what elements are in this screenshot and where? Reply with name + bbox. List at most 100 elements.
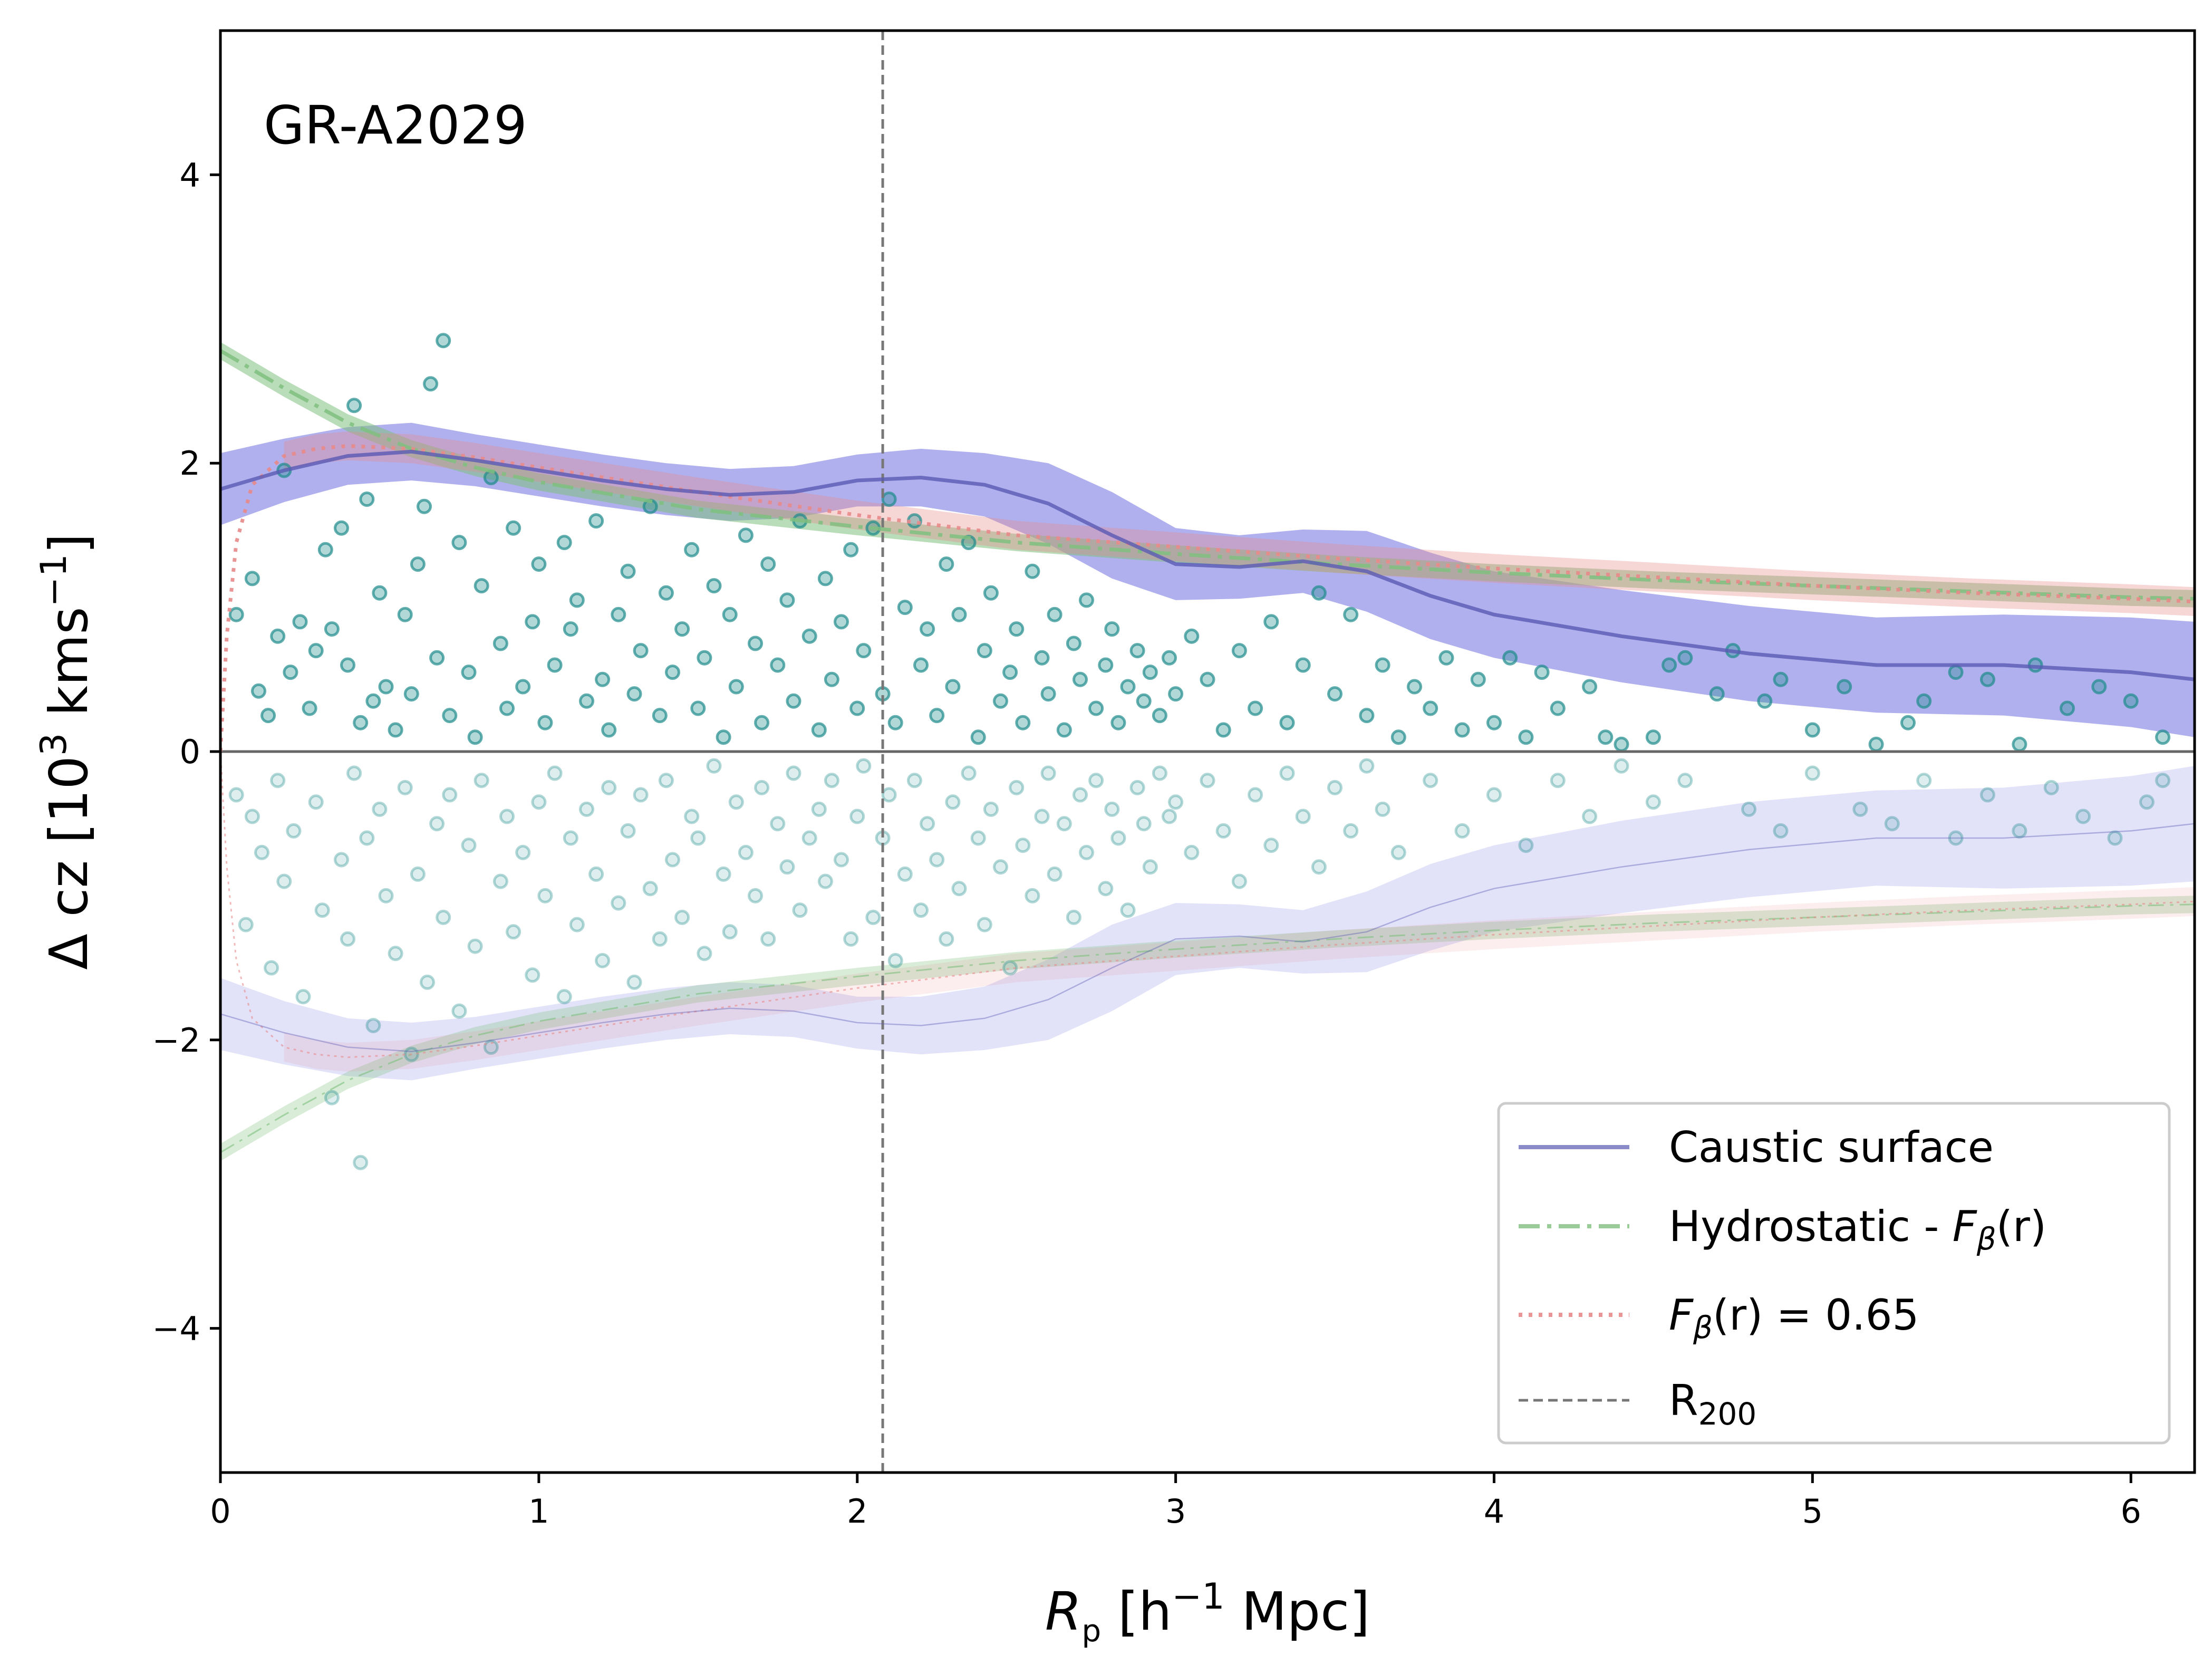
data-point [1248,787,1263,803]
data-point [849,700,865,716]
data-point [595,953,611,968]
hydrostatic-curve-upper [220,349,2195,601]
data-point [556,535,572,551]
data-point [1550,700,1566,716]
data-point [442,708,458,724]
data-point [913,657,929,673]
data-point [1645,729,1661,745]
data-point [1162,809,1177,824]
legend-frame [1497,1102,2171,1445]
data-point [569,592,585,608]
data-point [652,931,668,947]
data-point [722,607,738,622]
data-point [1066,636,1081,651]
data-point [786,765,801,781]
data-point [779,592,795,608]
data-point [506,520,521,536]
data-point [993,859,1008,875]
data-point [1343,823,1359,839]
x-tick-label: 6 [2120,1492,2141,1531]
data-point [286,823,302,839]
x-axis-ticks: 0 1 2 3 4 5 6 [210,1473,2141,1531]
data-point [1518,838,1534,853]
data-point [2012,823,2027,839]
data-point [1088,700,1104,716]
data-point [378,679,394,695]
data-point [1407,679,1422,695]
data-point [993,693,1008,709]
data-point [611,607,626,622]
x-tick-label: 0 [210,1492,230,1531]
data-point [913,902,929,918]
data-point [633,787,649,803]
data-point [887,715,903,730]
data-point [728,679,744,695]
data-point [674,909,690,925]
data-point [1295,809,1311,824]
data-point [451,1003,467,1019]
data-point [1215,722,1231,738]
data-point [595,671,611,687]
data-point [738,844,754,860]
data-point [970,729,986,745]
data-point [2155,729,2171,745]
data-point [1454,722,1470,738]
caustic-band-upper [220,422,2195,737]
data-point [1168,686,1184,702]
data-point [238,917,254,932]
data-point [397,780,413,795]
data-point [1088,773,1104,788]
data-point [1152,765,1167,781]
data-point [1002,960,1018,976]
data-point [1025,888,1040,903]
data-point [334,520,349,536]
data-point [1104,801,1120,817]
data-point [1614,758,1629,774]
data-point [1343,607,1359,622]
data-point [1129,780,1145,795]
data-point [1375,657,1390,673]
data-point [1900,715,1916,730]
data-point [1098,657,1114,673]
data-point [2155,773,2171,788]
data-point [1980,787,1995,803]
data-point [665,852,680,868]
data-point [515,844,531,860]
data-point [1438,650,1454,666]
data-point [760,931,776,947]
data-point [429,816,445,832]
data-point [626,974,642,990]
data-point [951,881,967,897]
data-point [451,535,467,551]
data-point [716,866,731,882]
data-point [738,527,754,543]
data-point [1009,780,1025,795]
data-point [1868,736,1884,752]
data-point [353,715,369,730]
data-point [1773,823,1789,839]
data-point [1677,650,1693,666]
data-point [1614,736,1629,752]
data-point [397,607,413,622]
data-point [388,722,403,738]
data-point [525,967,540,983]
data-point [1311,859,1327,875]
data-point [1375,801,1390,817]
data-point [1279,765,1295,781]
data-point [779,859,795,875]
data-point [1837,679,1852,695]
data-point [2075,809,2091,824]
data-point [1104,621,1120,637]
data-point [1120,679,1136,695]
data-point [652,708,668,724]
data-point [1015,715,1031,730]
data-point [620,823,636,839]
data-point [556,989,572,1005]
data-point [1852,801,1868,817]
data-point [1184,628,1200,644]
legend-label-r200: R200 [1669,1376,1756,1432]
data-point [499,700,515,716]
data-point [1162,650,1177,666]
data-point [1327,780,1342,795]
